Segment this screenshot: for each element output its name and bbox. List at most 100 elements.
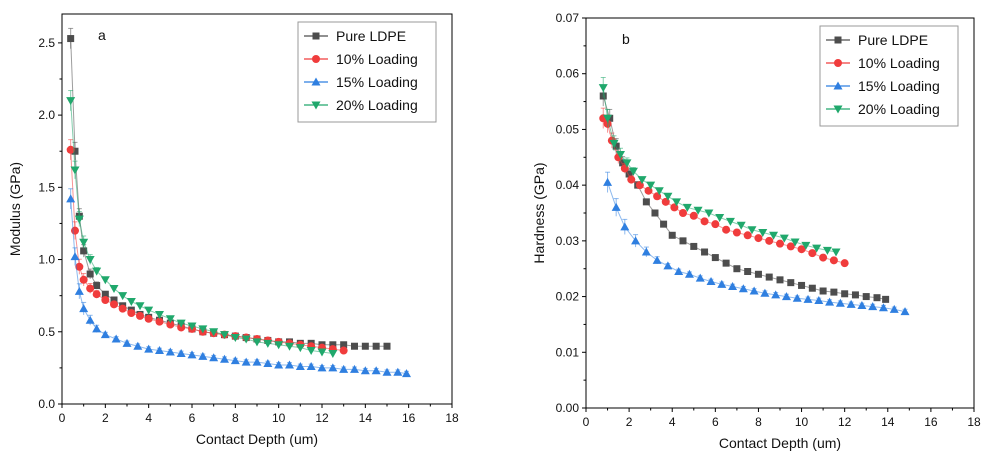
data-point xyxy=(743,231,752,240)
panel-letter: b xyxy=(622,31,630,47)
data-point xyxy=(317,363,327,372)
data-point xyxy=(118,304,127,313)
data-point xyxy=(328,349,338,358)
series-line xyxy=(70,149,344,352)
data-point xyxy=(230,334,240,343)
data-point xyxy=(792,293,802,302)
data-point xyxy=(176,319,186,328)
x-tick-label: 6 xyxy=(189,411,196,425)
x-tick-label: 14 xyxy=(881,415,895,429)
data-point xyxy=(79,304,89,313)
data-point xyxy=(822,246,832,255)
data-point xyxy=(900,307,910,316)
data-point xyxy=(728,282,738,291)
data-point xyxy=(758,229,768,237)
data-point xyxy=(701,248,709,256)
x-tick-label: 2 xyxy=(626,415,633,429)
data-point xyxy=(609,139,619,148)
data-point xyxy=(862,293,870,301)
x-axis-label: Contact Depth (um) xyxy=(719,435,841,451)
data-point xyxy=(672,198,682,207)
data-point xyxy=(126,297,136,306)
data-point xyxy=(165,315,175,324)
data-point xyxy=(732,228,741,237)
data-point xyxy=(66,145,75,154)
data-point xyxy=(651,209,659,217)
x-tick-label: 10 xyxy=(272,411,286,425)
data-point xyxy=(808,284,816,292)
data-point xyxy=(66,97,76,106)
data-point xyxy=(66,194,76,203)
data-point xyxy=(812,244,822,253)
data-point xyxy=(92,267,102,276)
data-point xyxy=(749,286,759,295)
x-tick-label: 4 xyxy=(669,415,676,429)
legend-marker xyxy=(833,81,843,90)
data-point xyxy=(704,209,714,218)
data-point xyxy=(133,341,143,350)
legend-entry: 20% Loading xyxy=(304,97,418,113)
data-point xyxy=(722,225,731,234)
data-point xyxy=(641,247,651,256)
data-point xyxy=(339,346,348,355)
data-point xyxy=(797,245,806,254)
data-point xyxy=(329,341,337,349)
legend-marker xyxy=(311,77,321,86)
data-point xyxy=(841,290,849,298)
data-point xyxy=(733,265,741,273)
chart-panel-a: 0 2 4 6 8 10 12 14 16 18 0.0 0.5 1.0 1.5 2.0 2.5 Contact… xyxy=(7,13,459,447)
data-point xyxy=(144,314,153,323)
x-tick-label: 0 xyxy=(59,411,66,425)
data-point xyxy=(328,363,338,372)
y-tick-label: 0.05 xyxy=(556,122,580,136)
data-point xyxy=(765,236,774,245)
data-point xyxy=(679,209,687,217)
data-point xyxy=(110,300,118,309)
data-point xyxy=(85,315,95,324)
data-point xyxy=(779,234,789,243)
legend-entry: 10% Loading xyxy=(826,55,940,71)
x-tick-label: 0 xyxy=(583,415,590,429)
data-point xyxy=(819,287,827,295)
legend-label: 20% Loading xyxy=(336,97,418,113)
data-point xyxy=(383,342,391,350)
data-point xyxy=(241,357,251,366)
data-point xyxy=(882,295,890,303)
legend-marker xyxy=(834,36,842,44)
data-point xyxy=(615,151,625,159)
series-10-loading xyxy=(66,139,348,355)
data-point xyxy=(393,367,403,376)
data-point xyxy=(86,270,94,278)
data-point xyxy=(110,296,118,304)
data-point xyxy=(620,222,630,231)
data-point xyxy=(79,275,88,284)
data-point xyxy=(70,252,80,261)
data-point xyxy=(155,346,164,355)
data-point xyxy=(209,353,219,362)
data-point xyxy=(339,364,349,373)
data-point xyxy=(136,311,144,320)
data-point xyxy=(786,242,795,251)
y-tick-label: 2.5 xyxy=(38,36,55,50)
data-point xyxy=(274,360,284,369)
x-tick-label: 4 xyxy=(145,411,152,425)
data-point xyxy=(830,288,838,296)
x-tick-label: 6 xyxy=(712,415,719,429)
legend-label: 20% Loading xyxy=(858,101,940,117)
x-tick-label: 16 xyxy=(402,411,416,425)
x-axis-label: Contact Depth (um) xyxy=(196,431,318,447)
legend-marker xyxy=(311,101,321,110)
data-point xyxy=(100,276,110,285)
data-point xyxy=(646,181,656,190)
data-point xyxy=(100,330,110,339)
data-point xyxy=(118,292,128,301)
data-point xyxy=(285,342,294,351)
chart-panel-b: 0 2 4 6 8 10 12 14 16 18 0.00 0.01 0.02 0.03 0.04 0.05 0… xyxy=(531,11,981,451)
data-point xyxy=(603,114,613,123)
data-point xyxy=(155,310,164,319)
data-point xyxy=(86,284,95,293)
data-point xyxy=(198,325,208,334)
series-line xyxy=(70,100,333,354)
data-point xyxy=(306,347,316,356)
data-point xyxy=(840,259,849,268)
